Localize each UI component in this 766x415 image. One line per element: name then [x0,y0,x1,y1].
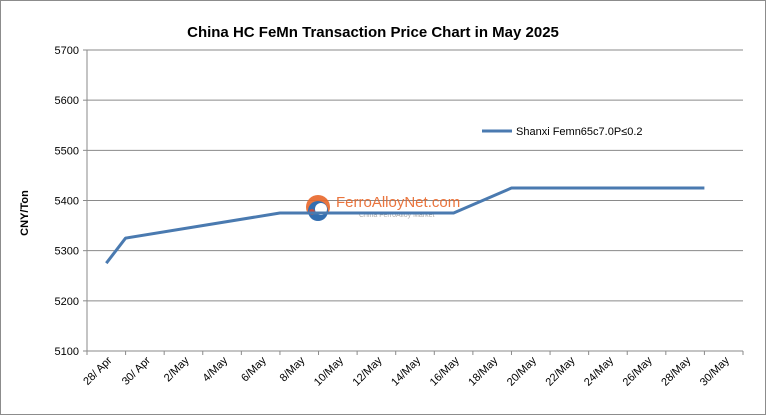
x-axis-ticks: 28/ Apr 30/ Apr 2/May 4/May 6/May 8/May 10/May… [81,351,744,389]
x-tick-label: 14/May [389,354,423,388]
series-lines [105,186,705,265]
y-tick-label: 5200 [55,296,79,308]
x-tick-label: 24/May [582,354,616,388]
gridlines [87,49,743,352]
series-line [105,186,705,265]
watermark-subtext: China FerroAlloy Market [359,212,435,219]
y-axis-ticks: 5100 5200 5300 5400 5500 5600 5700 [55,45,87,358]
y-tick-label: 5100 [55,346,79,358]
x-tick-label: 4/May [201,354,231,384]
legend-entry: Shanxi Femn65c7.0P≤0.2 [516,126,643,138]
x-tick-label: 12/May [351,354,385,388]
x-tick-label: 18/May [466,354,500,388]
watermark-text: FerroAlloyNet.com [336,194,460,211]
ferroalloynet-logo-icon [306,195,330,221]
x-tick-label: 16/May [428,354,462,388]
x-tick-label: 10/May [312,354,346,388]
x-tick-label: 8/May [278,354,308,384]
legend: Shanxi Femn65c7.0P≤0.2 [482,126,643,138]
x-tick-label: 26/May [621,354,655,388]
x-tick-label: 22/May [543,354,577,388]
y-tick-label: 5400 [55,196,79,208]
watermark: FerroAlloyNet.com China FerroAlloy Marke… [306,194,460,221]
y-tick-label: 5700 [55,45,79,57]
x-tick-label: 2/May [162,354,192,384]
chart-title: China HC FeMn Transaction Price Chart in… [187,24,559,41]
x-tick-label: 30/ Apr [120,354,153,387]
y-tick-label: 5500 [55,145,79,157]
x-tick-label: 28/ Apr [81,354,114,387]
x-tick-label: 30/May [698,354,732,388]
x-tick-label: 20/May [505,354,539,388]
x-tick-label: 6/May [239,354,269,384]
y-tick-label: 5300 [55,246,79,258]
y-tick-label: 5600 [55,95,79,107]
y-axis-label: CNY/Ton [19,190,31,236]
x-tick-label: 28/May [659,354,693,388]
